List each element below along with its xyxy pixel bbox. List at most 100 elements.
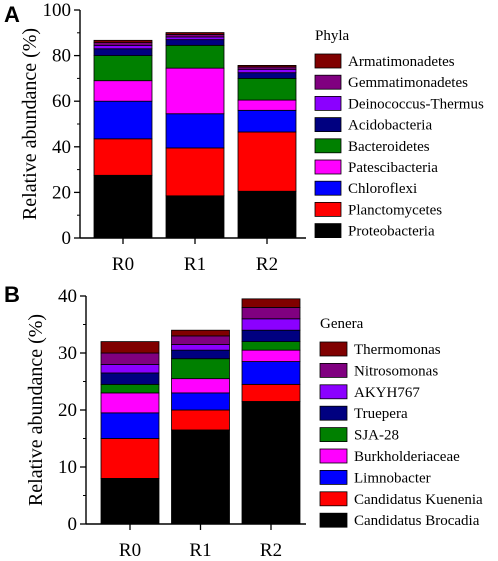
legend-entry: Armatimonadetes: [348, 54, 455, 70]
legend-entry: Thermomonas: [354, 342, 441, 358]
legend-entry: SJA-28: [354, 428, 399, 444]
legend-swatch: [314, 53, 342, 69]
legend-entry: Candidatus Kuenenia: [354, 492, 483, 508]
bar-segment: [241, 298, 301, 308]
y-tick-label: 60: [52, 91, 71, 112]
bar-segment: [165, 113, 225, 149]
bar-segment: [165, 147, 225, 197]
legend-swatch: [314, 96, 342, 111]
legend-swatch: [314, 180, 342, 196]
legend-swatch: [314, 201, 342, 217]
bar-segment: [241, 349, 301, 362]
bar-segment: [93, 138, 153, 176]
bar-segment: [237, 99, 297, 111]
bar-segment: [171, 344, 230, 351]
y-tick-label: 10: [58, 457, 77, 478]
bar-segment: [165, 32, 225, 35]
bar-segment: [237, 109, 297, 133]
bar-segment: [165, 44, 225, 69]
y-tick-label: 20: [52, 182, 71, 203]
x-tick-label: R0: [112, 254, 134, 275]
legend-entry: Deinococcus-Thermus: [348, 96, 484, 112]
legend-swatch: [319, 405, 348, 421]
legend-entry: Nitrosomonas: [354, 363, 438, 379]
bar-segment: [165, 67, 225, 115]
x-tick-label: R2: [256, 254, 278, 275]
legend-swatch: [319, 512, 348, 528]
bar-segment: [165, 195, 225, 239]
legend-entry: Patescibacteria: [348, 160, 438, 176]
bar-segment: [93, 80, 153, 102]
legend-swatch: [319, 469, 348, 485]
bar-segment: [100, 341, 160, 354]
legend-swatch: [319, 362, 348, 378]
bar-segment: [241, 318, 301, 331]
legend-entry: Gemmatimonadetes: [348, 75, 468, 91]
y-tick-label: 0: [62, 228, 72, 249]
legend-entry: Truepera: [354, 406, 408, 422]
bar-segment: [241, 329, 301, 343]
bar-segment: [241, 341, 301, 351]
bar-segment: [237, 68, 297, 74]
legend-entry: AKYH767: [354, 385, 420, 401]
bar-segment: [100, 412, 160, 439]
bar-segment: [171, 358, 230, 380]
bar-segment: [171, 409, 230, 431]
legend-swatch: [319, 491, 348, 507]
panel-letter: B: [4, 282, 20, 307]
legend-swatch: [319, 448, 348, 464]
y-tick-label: 40: [52, 137, 71, 158]
bar-segment: [93, 55, 153, 82]
bar-segment: [93, 42, 153, 46]
y-tick-label: 0: [68, 514, 78, 535]
bar-segment: [100, 372, 160, 385]
bar-segment: [171, 335, 230, 345]
legend-swatch: [314, 138, 342, 154]
bar-segment: [237, 190, 297, 239]
bar-segment: [100, 352, 160, 365]
bar-segment: [93, 100, 153, 140]
legend-entry: Candidatus Brocadia: [354, 513, 480, 529]
bar-segment: [93, 48, 153, 56]
bar-segment: [93, 39, 153, 44]
y-tick-label: 20: [58, 400, 77, 421]
y-tick-label: 100: [43, 0, 72, 21]
legend-entry: Acidobacteria: [348, 118, 432, 134]
chart-panel-b: B R0 R1 R2 0 10 20 30 40 Relative abundance (%) Ge…: [4, 282, 483, 561]
y-tick-label: 40: [58, 286, 77, 307]
legend-title: Phyla: [315, 28, 350, 44]
bar-segment: [100, 392, 160, 414]
bar-segment: [93, 174, 153, 239]
legend-entry: Proteobacteria: [348, 224, 435, 240]
x-tick-label: R1: [189, 540, 211, 561]
bar-segment: [100, 383, 160, 394]
legend-swatch: [314, 117, 342, 132]
legend-entry: Chloroflexi: [348, 181, 417, 197]
legend-entry: Burkholderiaceae: [354, 449, 460, 465]
legend-swatch: [319, 427, 348, 443]
bar-segment: [171, 392, 230, 411]
y-tick-label: 80: [52, 46, 71, 67]
bar-segment: [171, 329, 230, 337]
legend-title: Genera: [320, 316, 364, 332]
y-tick-label: 30: [58, 343, 77, 364]
bar-segment: [241, 401, 301, 525]
bar-segment: [237, 78, 297, 101]
y-axis-label: Relative abundance (%): [19, 28, 41, 220]
bar-segment: [241, 361, 301, 385]
bar-segment: [241, 383, 301, 402]
bar-segment: [237, 131, 297, 192]
bar-segment: [171, 378, 230, 394]
legend-swatch: [314, 223, 342, 239]
x-tick-label: R2: [260, 540, 282, 561]
legend-entry: Bacteroidetes: [348, 139, 430, 155]
legend-swatch: [319, 341, 348, 357]
legend-entry: Planctomycetes: [348, 202, 442, 218]
y-axis-label: Relative abundance (%): [25, 314, 47, 506]
bar-segment: [100, 477, 160, 525]
bar-segment: [165, 36, 225, 41]
bar-segment: [93, 44, 153, 50]
bar-segment: [237, 65, 297, 68]
